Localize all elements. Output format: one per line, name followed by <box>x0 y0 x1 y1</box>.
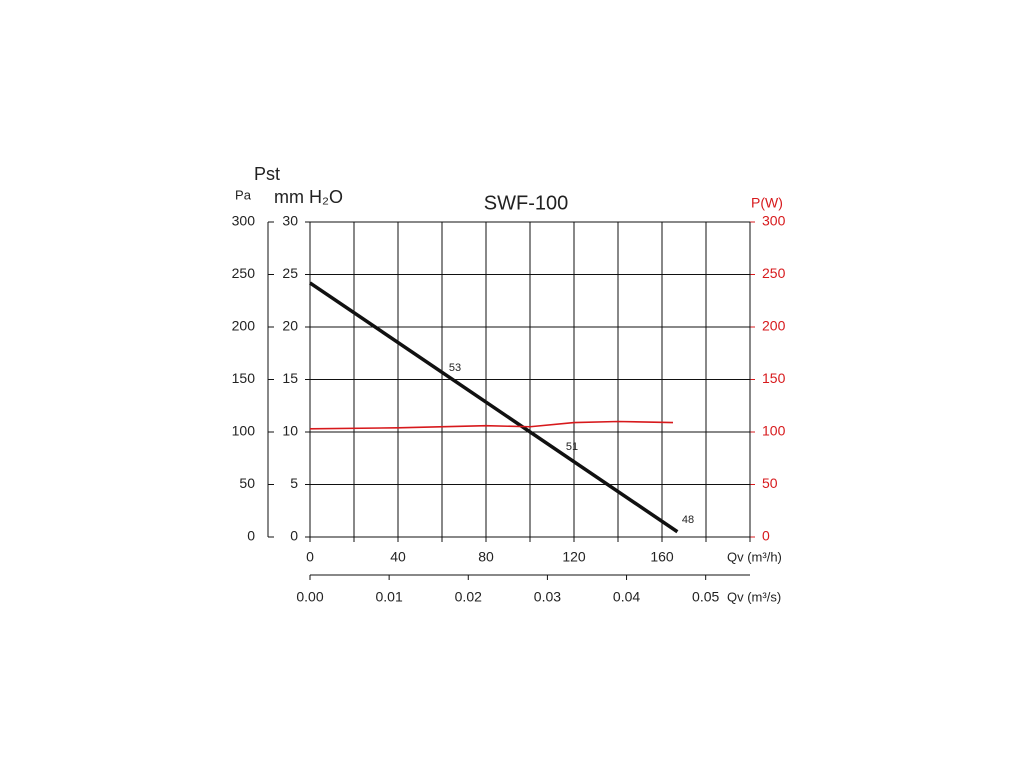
y-tick-label: 0 <box>247 528 255 544</box>
y-tick-label: 100 <box>232 423 256 439</box>
chart-title: SWF-100 <box>484 192 568 214</box>
y2-tick-label: 50 <box>762 475 778 491</box>
y-label: Pst <box>254 164 280 184</box>
y-mm-tick-label: 30 <box>282 213 298 229</box>
y-unit: Pa <box>235 187 252 202</box>
y-mm-tick-label: 0 <box>290 528 298 544</box>
x-tick-label: 40 <box>390 549 406 565</box>
x2-label: Qv (m³/s) <box>727 589 781 604</box>
y2-label: P(W) <box>751 195 783 211</box>
y-tick-label: 150 <box>232 370 256 386</box>
x-label: Qv (m³/h) <box>727 549 782 564</box>
annotation: 48 <box>682 514 694 526</box>
x2-tick-label: 0.01 <box>376 589 403 605</box>
x2-tick-label: 0.00 <box>296 589 323 605</box>
data-line <box>309 420 674 430</box>
y-tick-label: 250 <box>232 265 256 281</box>
y-mm-tick-label: 25 <box>282 265 298 281</box>
y-mm-tick-label: 20 <box>282 318 298 334</box>
y2-tick-label: 300 <box>762 213 786 229</box>
x2-tick-label: 0.02 <box>455 589 482 605</box>
y-mm-tick-label: 10 <box>282 423 298 439</box>
y-mm-tick-label: 15 <box>282 370 298 386</box>
y-tick-label: 50 <box>239 475 255 491</box>
y-tick-label: 300 <box>232 213 256 229</box>
y2-tick-label: 0 <box>762 528 770 544</box>
x-tick-label: 80 <box>478 549 494 565</box>
y-tick-label: 200 <box>232 318 256 334</box>
data-line <box>309 281 679 534</box>
x-tick-label: 0 <box>306 549 314 565</box>
y2-tick-label: 250 <box>762 265 786 281</box>
x2-tick-label: 0.05 <box>692 589 719 605</box>
x-tick-label: 120 <box>562 549 586 565</box>
y2-tick-label: 100 <box>762 423 786 439</box>
y2-tick-label: 150 <box>762 370 786 386</box>
y2-tick-label: 200 <box>762 318 786 334</box>
x2-tick-label: 0.03 <box>534 589 561 605</box>
y-mm-tick-label: 5 <box>290 475 298 491</box>
annotation: 53 <box>449 362 461 374</box>
x-tick-label: 160 <box>650 549 674 565</box>
x2-tick-label: 0.04 <box>613 589 640 605</box>
annotation: 51 <box>566 441 578 453</box>
y-mm-unit: mm H₂O <box>274 187 343 207</box>
